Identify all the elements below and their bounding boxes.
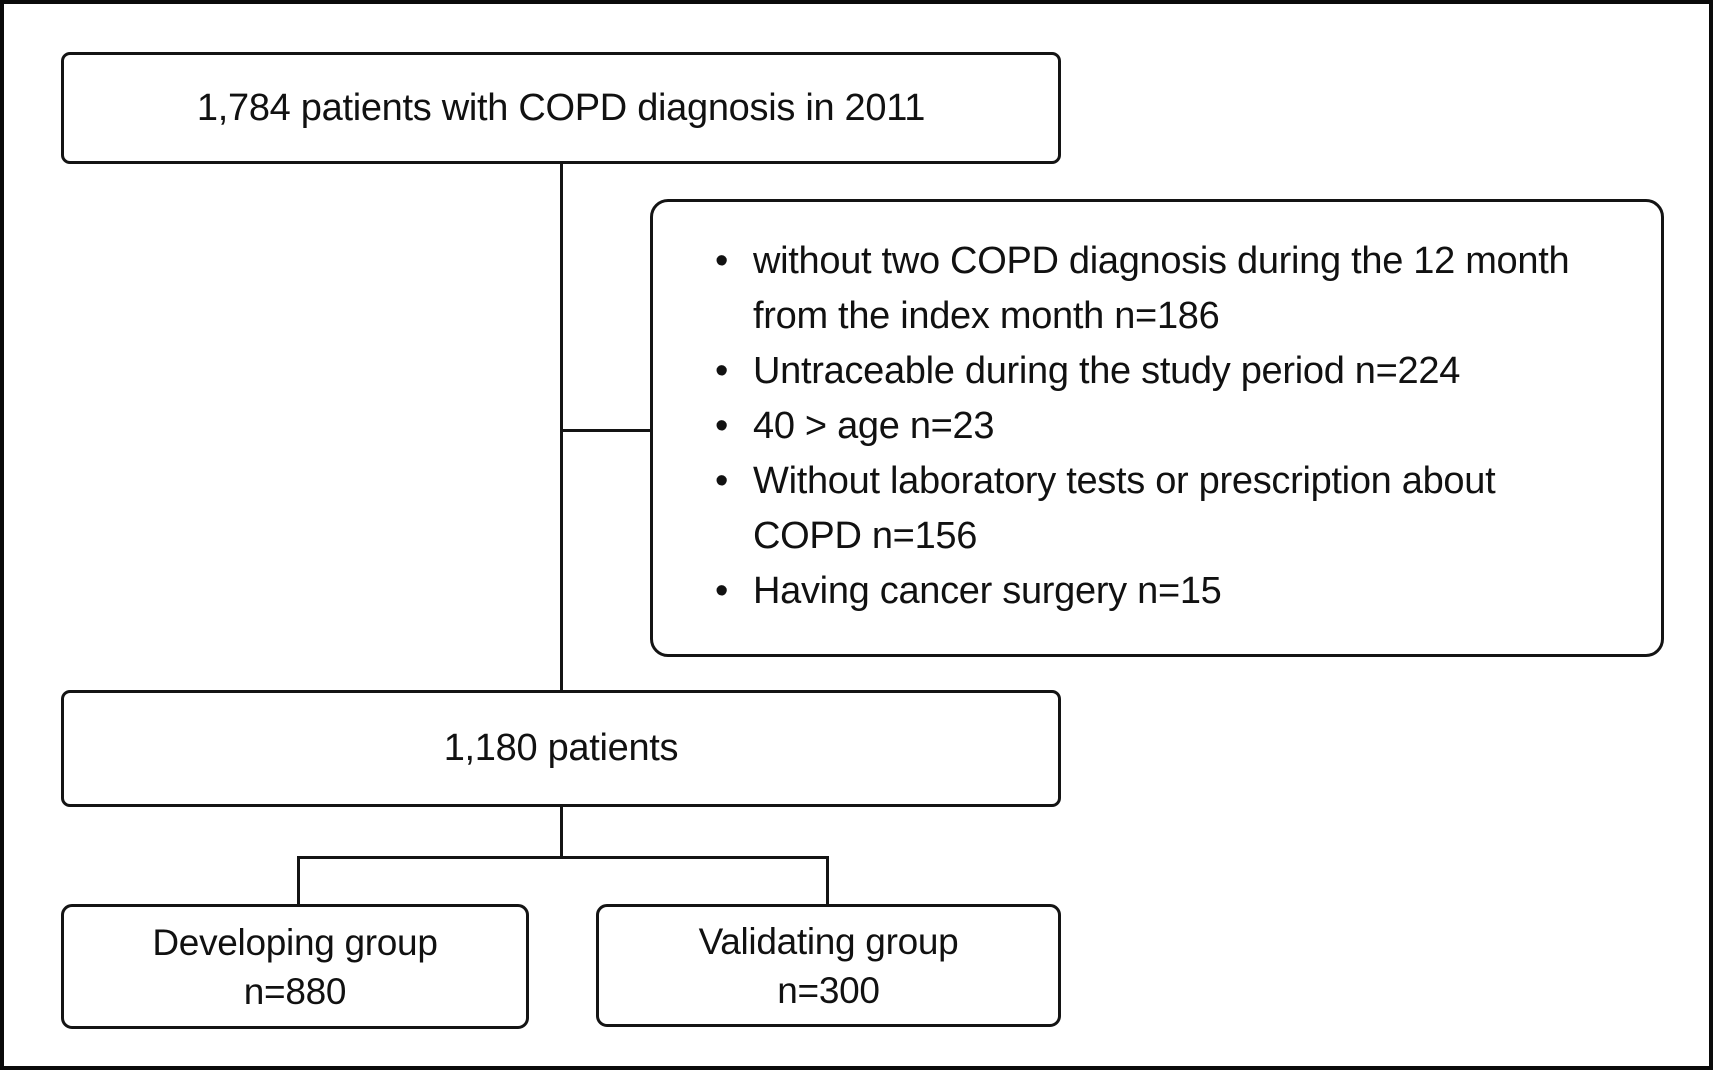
connector-top-to-cohort	[560, 164, 563, 690]
exclusion-item: 40 > age n=23	[715, 399, 1609, 454]
exclusion-item: Without laboratory tests or prescription…	[715, 454, 1609, 564]
node-initial-cohort: 1,784 patients with COPD diagnosis in 20…	[61, 52, 1061, 164]
branch-drop-validating	[826, 856, 829, 906]
exclusion-item: Untraceable during the study period n=22…	[715, 344, 1609, 399]
branch-line	[297, 856, 829, 859]
node-validating-group-label: Validating group	[698, 920, 959, 962]
node-developing-group-count: n=880	[243, 970, 347, 1012]
branch-drop-developing	[297, 856, 300, 906]
node-developing-group: Developing group n=880	[61, 904, 529, 1029]
connector-cohort-to-branch	[560, 807, 563, 858]
node-exclusions: without two COPD diagnosis during the 12…	[650, 199, 1664, 657]
connector-to-exclusions	[562, 429, 652, 432]
node-initial-cohort-label: 1,784 patients with COPD diagnosis in 20…	[196, 86, 926, 129]
node-developing-group-label: Developing group	[152, 921, 438, 963]
node-included-cohort-label: 1,180 patients	[443, 727, 679, 769]
exclusion-item: without two COPD diagnosis during the 12…	[715, 234, 1609, 344]
exclusion-item: Having cancer surgery n=15	[715, 564, 1609, 619]
node-included-cohort: 1,180 patients	[61, 690, 1061, 807]
node-validating-group: Validating group n=300	[596, 904, 1061, 1027]
exclusion-list: without two COPD diagnosis during the 12…	[653, 202, 1629, 619]
node-validating-group-count: n=300	[777, 969, 880, 1011]
